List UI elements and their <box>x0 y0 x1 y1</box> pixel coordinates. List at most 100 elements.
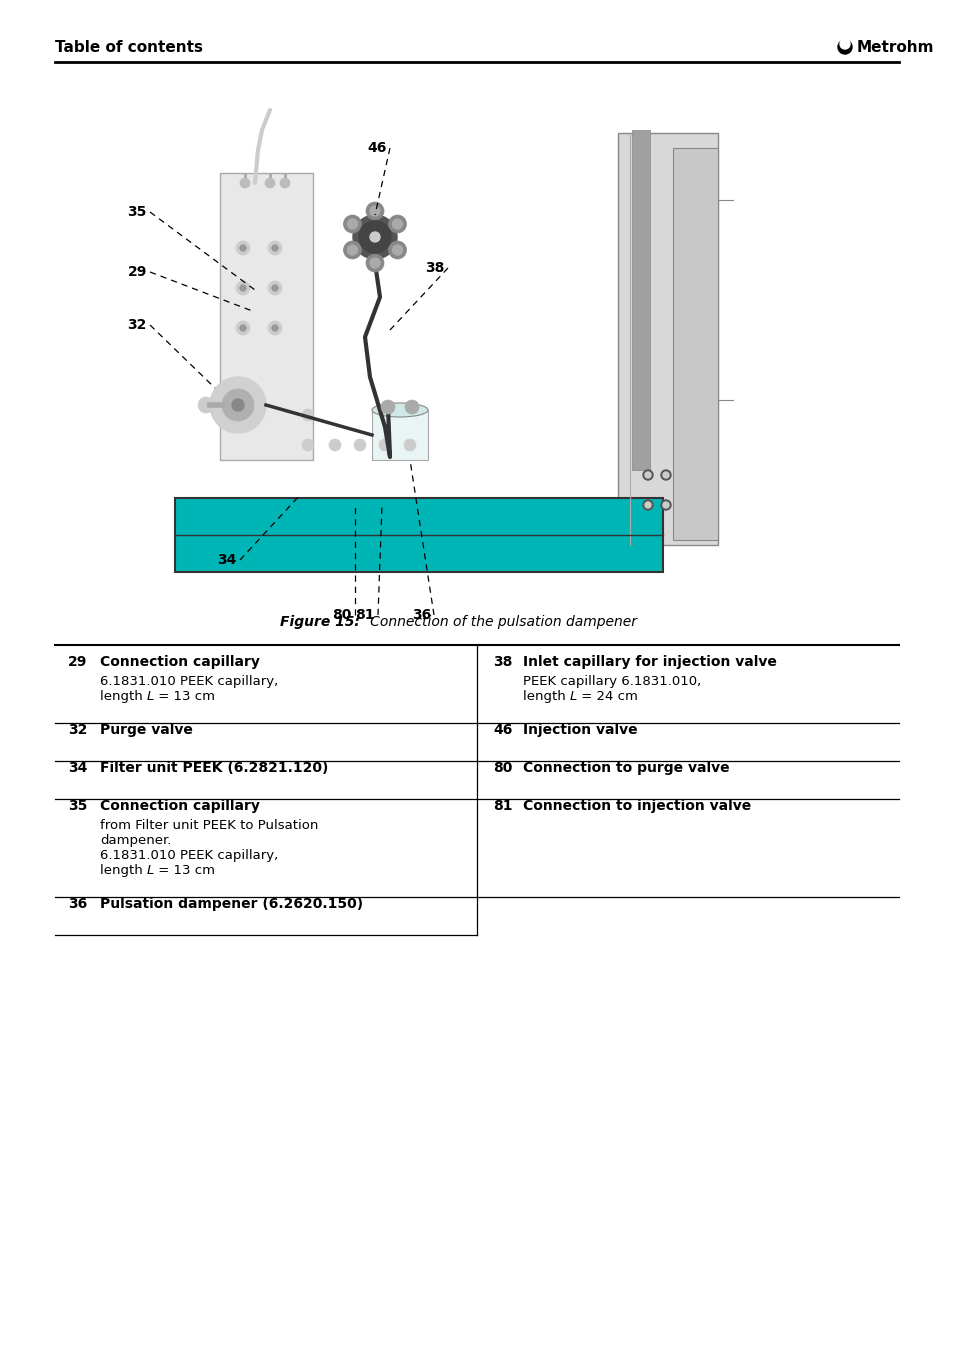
Circle shape <box>240 244 246 251</box>
Text: L: L <box>569 690 577 703</box>
Text: 32: 32 <box>68 724 88 737</box>
Circle shape <box>222 389 253 421</box>
Bar <box>220 173 313 460</box>
Text: length: length <box>522 690 569 703</box>
Circle shape <box>232 400 244 410</box>
Circle shape <box>210 377 266 433</box>
Text: Connection to purge valve: Connection to purge valve <box>522 761 729 775</box>
Bar <box>631 130 649 470</box>
Bar <box>174 498 662 572</box>
Circle shape <box>644 472 650 478</box>
Circle shape <box>380 400 395 414</box>
Circle shape <box>840 39 849 49</box>
Text: dampener.: dampener. <box>100 834 172 846</box>
Text: Filter unit PEEK (6.2821.120): Filter unit PEEK (6.2821.120) <box>100 761 328 775</box>
Circle shape <box>392 244 402 255</box>
Circle shape <box>837 40 851 54</box>
Text: 36: 36 <box>68 896 87 911</box>
Text: 46: 46 <box>493 724 512 737</box>
Text: Purge valve: Purge valve <box>100 724 193 737</box>
Circle shape <box>240 325 246 331</box>
Text: Pulsation dampener (6.2620.150): Pulsation dampener (6.2620.150) <box>100 896 363 911</box>
Text: 35: 35 <box>128 205 147 219</box>
Text: 38: 38 <box>493 655 512 670</box>
Text: Connection capillary: Connection capillary <box>100 799 259 813</box>
Circle shape <box>388 242 406 259</box>
Circle shape <box>272 285 277 292</box>
Text: 36: 36 <box>412 608 431 622</box>
Text: Injection valve: Injection valve <box>522 724 637 737</box>
Circle shape <box>660 470 670 481</box>
Text: Inlet capillary for injection valve: Inlet capillary for injection valve <box>522 655 776 670</box>
Circle shape <box>235 281 250 296</box>
Text: 80: 80 <box>493 761 512 775</box>
Bar <box>372 410 428 460</box>
Circle shape <box>235 242 250 255</box>
Text: Connection to injection valve: Connection to injection valve <box>522 799 750 813</box>
Circle shape <box>240 178 250 188</box>
Text: 81: 81 <box>493 799 512 813</box>
Text: 6.1831.010 PEEK capillary,: 6.1831.010 PEEK capillary, <box>100 849 278 863</box>
Text: Metrohm: Metrohm <box>856 39 934 54</box>
Text: 34: 34 <box>217 554 236 567</box>
Circle shape <box>280 178 290 188</box>
Circle shape <box>343 242 361 259</box>
Circle shape <box>268 321 282 335</box>
Circle shape <box>660 500 670 510</box>
Text: 29: 29 <box>128 265 147 279</box>
Circle shape <box>302 409 314 421</box>
Text: 34: 34 <box>68 761 88 775</box>
Text: length: length <box>100 864 147 878</box>
Circle shape <box>268 242 282 255</box>
Text: L: L <box>147 690 154 703</box>
Circle shape <box>358 221 391 252</box>
Circle shape <box>347 219 357 230</box>
Circle shape <box>366 202 384 220</box>
Circle shape <box>370 207 379 216</box>
Text: = 13 cm: = 13 cm <box>154 864 215 878</box>
Bar <box>618 134 718 545</box>
Text: 81: 81 <box>355 608 375 622</box>
Circle shape <box>392 219 402 230</box>
Circle shape <box>403 439 416 451</box>
Text: = 13 cm: = 13 cm <box>154 690 215 703</box>
Circle shape <box>343 215 361 234</box>
Circle shape <box>378 439 391 451</box>
Text: Connection of the pulsation dampener: Connection of the pulsation dampener <box>356 616 637 629</box>
Text: Figure 15:: Figure 15: <box>280 616 359 629</box>
Circle shape <box>366 254 384 271</box>
Circle shape <box>240 285 246 292</box>
Circle shape <box>662 472 668 478</box>
Text: 29: 29 <box>68 655 88 670</box>
Text: 32: 32 <box>128 319 147 332</box>
Circle shape <box>370 232 379 242</box>
Text: length: length <box>100 690 147 703</box>
Circle shape <box>272 325 277 331</box>
Circle shape <box>235 321 250 335</box>
Circle shape <box>268 281 282 296</box>
Circle shape <box>642 500 652 510</box>
Text: 80: 80 <box>333 608 352 622</box>
Circle shape <box>265 178 274 188</box>
Text: 35: 35 <box>68 799 88 813</box>
Circle shape <box>662 502 668 508</box>
Bar <box>672 148 718 540</box>
Circle shape <box>353 215 396 259</box>
Text: 6.1831.010 PEEK capillary,: 6.1831.010 PEEK capillary, <box>100 675 278 688</box>
Text: Table of contents: Table of contents <box>55 39 203 54</box>
Circle shape <box>644 502 650 508</box>
Circle shape <box>272 244 277 251</box>
Text: PEEK capillary 6.1831.010,: PEEK capillary 6.1831.010, <box>522 675 700 688</box>
Text: L: L <box>147 864 154 878</box>
Circle shape <box>347 244 357 255</box>
Circle shape <box>405 400 418 414</box>
Circle shape <box>642 470 652 481</box>
Circle shape <box>198 397 213 413</box>
Circle shape <box>329 439 340 451</box>
Circle shape <box>388 215 406 234</box>
Circle shape <box>302 439 314 451</box>
Circle shape <box>370 258 379 269</box>
Text: 38: 38 <box>425 261 444 275</box>
Text: 46: 46 <box>367 140 387 155</box>
Ellipse shape <box>372 404 428 417</box>
